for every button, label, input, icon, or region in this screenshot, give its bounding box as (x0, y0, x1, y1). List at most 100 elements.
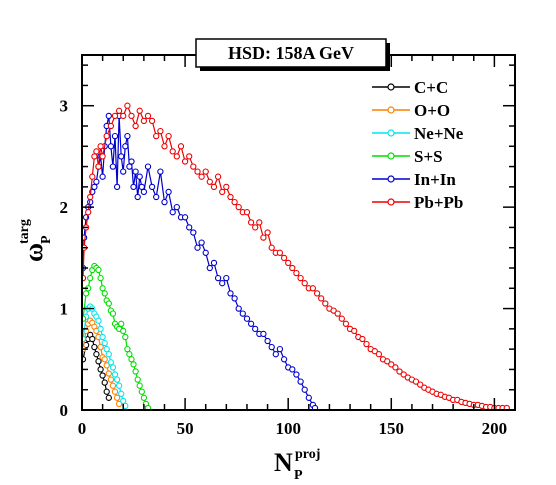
data-point (153, 193, 160, 201)
data-point (252, 325, 259, 333)
data-point (173, 153, 180, 160)
data-point (280, 356, 288, 363)
data-point (144, 163, 152, 170)
data-point (99, 372, 106, 379)
data-point (392, 364, 399, 371)
data-point (120, 168, 127, 175)
data-point (260, 330, 267, 338)
data-point (214, 274, 222, 282)
data-point (342, 320, 350, 327)
x-tick-label: 150 (379, 419, 405, 438)
y-tick-label: 3 (60, 97, 69, 116)
data-point (177, 143, 185, 150)
x-axis-title-sup: proj (295, 447, 320, 462)
legend-marker (387, 106, 395, 114)
data-point (97, 325, 104, 333)
data-point (260, 234, 267, 241)
data-point (359, 335, 366, 343)
data-point (128, 112, 135, 120)
data-point (202, 249, 209, 256)
data-point (289, 264, 296, 272)
data-point (190, 229, 197, 236)
data-point (293, 371, 300, 378)
legend: C+C O+O Ne+Ne S+S In+In Pb+Pb (372, 78, 464, 212)
data-point (101, 356, 108, 363)
chart-title: HSD: 158A GeV (228, 43, 354, 63)
data-point (268, 343, 275, 351)
legend-label: In+In (414, 170, 456, 189)
data-point (363, 340, 370, 348)
data-point (276, 345, 284, 353)
data-point (243, 209, 251, 216)
data-point (97, 366, 104, 373)
data-point (181, 214, 189, 221)
legend-label: C+C (414, 78, 448, 97)
data-point (264, 229, 271, 236)
data-point (198, 173, 205, 180)
data-point (396, 368, 403, 375)
data-point (132, 122, 139, 130)
data-point (105, 394, 112, 401)
data-point (210, 259, 218, 267)
data-point (338, 315, 345, 322)
data-point (105, 370, 112, 377)
data-point (231, 295, 238, 302)
data-point (198, 239, 205, 246)
data-point (417, 381, 424, 388)
data-point (93, 148, 100, 155)
data-point (239, 310, 246, 317)
data-point (111, 132, 119, 140)
series-c-c (82, 331, 112, 401)
data-point (113, 183, 121, 191)
data-point (297, 274, 304, 282)
data-point (219, 188, 226, 196)
data-point (138, 183, 145, 191)
data-point (280, 254, 288, 262)
plot-area (82, 102, 510, 410)
data-point (313, 290, 321, 297)
data-point (120, 327, 127, 335)
data-point (412, 378, 420, 385)
data-point (113, 376, 121, 383)
data-point (109, 382, 117, 389)
data-point (136, 107, 143, 114)
data-point (91, 153, 98, 160)
data-point (169, 148, 176, 155)
data-point (309, 285, 317, 292)
legend-marker (387, 198, 395, 206)
data-point (107, 359, 115, 366)
data-point (371, 348, 378, 355)
data-point (111, 388, 119, 395)
legend-marker (387, 129, 395, 137)
legend-marker (387, 83, 395, 91)
data-point (161, 143, 168, 150)
data-point (144, 404, 152, 410)
data-point (301, 386, 308, 393)
data-point (118, 153, 125, 160)
data-point (138, 388, 145, 395)
data-point (227, 193, 234, 201)
series-line (82, 104, 507, 409)
data-point (109, 364, 117, 371)
data-point (301, 280, 308, 287)
title-frame (195, 38, 387, 68)
data-point (103, 132, 110, 140)
data-point (122, 333, 129, 341)
series-ne-ne (82, 303, 129, 410)
legend-label: S+S (414, 147, 443, 166)
data-point (89, 335, 96, 343)
data-point (120, 112, 127, 120)
data-point (124, 102, 131, 109)
legend-label: Pb+Pb (414, 193, 463, 212)
y-axis-title: ω (19, 243, 48, 262)
data-point (128, 356, 135, 363)
data-point (272, 351, 279, 358)
data-point (384, 358, 391, 365)
data-point (136, 382, 143, 389)
data-point (235, 305, 242, 312)
data-point (214, 173, 222, 180)
data-point (124, 345, 131, 353)
title-box: HSD: 158A GeV (195, 38, 390, 71)
data-point (134, 376, 141, 383)
x-axis-title-sub: P (294, 468, 303, 483)
